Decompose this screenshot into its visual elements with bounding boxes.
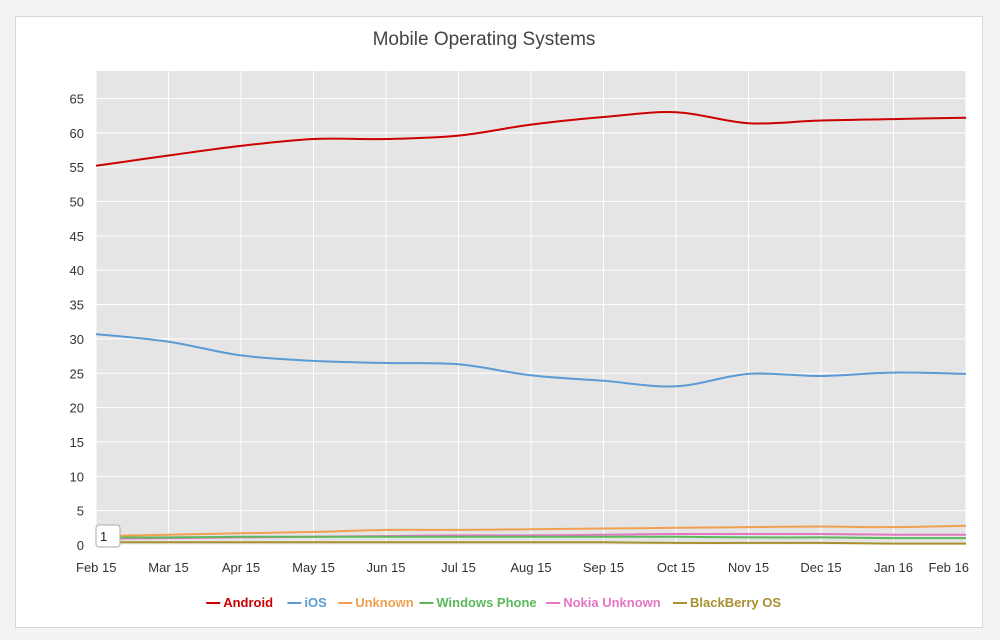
x-tick-label: May 15	[292, 560, 335, 575]
gridlines	[95, 71, 967, 546]
y-tick-label: 10	[70, 469, 84, 484]
legend-item-unknown[interactable]: Unknown	[338, 595, 414, 610]
tooltip-value: 1	[100, 529, 107, 544]
y-tick-label: 35	[70, 298, 84, 313]
y-tick-label: 40	[70, 263, 84, 278]
x-tick-label: Mar 15	[148, 560, 188, 575]
x-tick-label: Jul 15	[441, 560, 476, 575]
y-tick-label: 0	[77, 538, 84, 553]
x-tick-label: Aug 15	[510, 560, 551, 575]
x-tick-label: Sep 15	[583, 560, 624, 575]
series-line-unknown	[95, 524, 967, 538]
series-line-android	[95, 111, 967, 167]
tooltip-box	[95, 524, 121, 548]
chart-panel: Mobile Operating Systems 0 5 10 15 20 25 30 35 4…	[15, 16, 983, 628]
y-tick-label: 5	[77, 504, 84, 519]
series-lines	[95, 111, 967, 545]
y-tick-label: 50	[70, 195, 84, 210]
legend-label: Android	[223, 595, 273, 610]
y-tick-label: 25	[70, 366, 84, 381]
y-tick-label: 30	[70, 332, 84, 347]
x-axis-ticks: Feb 15 Mar 15 Apr 15 May 15 Jun 15 Jul 15 Aug …	[76, 560, 969, 575]
y-axis-ticks: 0 5 10 15 20 25 30 35 40 45 50 55 60 65	[70, 91, 84, 553]
x-tick-label: Dec 15	[800, 560, 841, 575]
series-line-ios	[95, 333, 967, 388]
x-tick-label: Nov 15	[728, 560, 769, 575]
y-tick-label: 45	[70, 229, 84, 244]
legend-label: Unknown	[355, 595, 414, 610]
legend-item-blackberry-os[interactable]: BlackBerry OS	[673, 595, 781, 610]
y-tick-label: 20	[70, 401, 84, 416]
x-tick-label: Feb 16	[929, 560, 969, 575]
chart-title: Mobile Operating Systems	[373, 29, 596, 50]
legend-item-android[interactable]: Android	[206, 595, 273, 610]
y-tick-label: 55	[70, 160, 84, 175]
y-tick-label: 60	[70, 126, 84, 141]
line-chart: Mobile Operating Systems 0 5 10 15 20 25 30 35 4…	[70, 29, 969, 610]
legend-item-windows-phone[interactable]: Windows Phone	[419, 595, 537, 610]
y-tick-label: 65	[70, 91, 84, 106]
legend: Android iOS Unknown Windows Phone Nokia Unkn…	[206, 595, 781, 610]
series-line-blackberry-os	[96, 541, 967, 545]
x-tick-label: Apr 15	[222, 560, 260, 575]
x-tick-label: Jan 16	[874, 560, 913, 575]
legend-label: BlackBerry OS	[690, 595, 781, 610]
legend-item-nokia-unknown[interactable]: Nokia Unknown	[546, 595, 661, 610]
x-tick-label: Oct 15	[657, 560, 695, 575]
legend-label: Windows Phone	[436, 595, 536, 610]
x-tick-label: Feb 15	[76, 560, 116, 575]
x-tick-label: Jun 15	[366, 560, 405, 575]
hover-tooltip: 1	[95, 524, 121, 548]
legend-label: iOS	[304, 595, 327, 610]
y-tick-label: 15	[70, 435, 84, 450]
legend-item-ios[interactable]: iOS	[287, 595, 327, 610]
legend-label: Nokia Unknown	[563, 595, 661, 610]
series-line-windows-phone	[95, 535, 967, 540]
